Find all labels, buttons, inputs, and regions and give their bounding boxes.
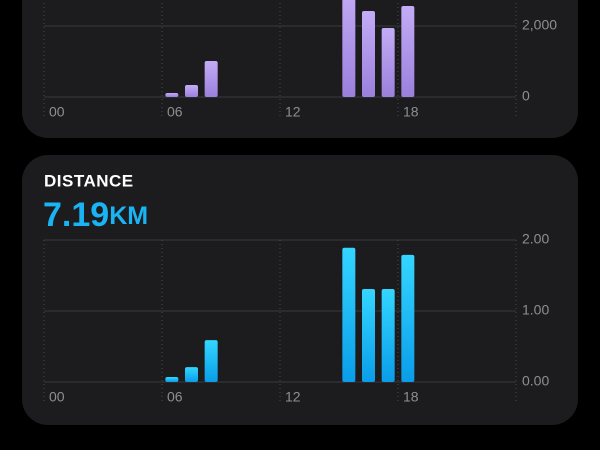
x-tick-label: 06 [167, 104, 183, 120]
summary-value: 7.19 [43, 196, 109, 234]
bar [185, 85, 198, 97]
bar [362, 10, 375, 98]
bar [185, 367, 198, 382]
bar [204, 340, 218, 382]
x-tick-label: 12 [285, 104, 301, 120]
bar [204, 61, 218, 97]
bar [362, 288, 375, 382]
card-title: DISTANCE [44, 171, 134, 190]
x-tick-label: 00 [49, 389, 65, 405]
bar [165, 92, 179, 97]
y-tick-label: 1.00 [522, 302, 549, 318]
bar [401, 6, 415, 98]
steps-card [22, 0, 578, 138]
y-tick-label: 0 [522, 88, 530, 104]
x-tick-label: 00 [49, 104, 65, 120]
bar [342, 247, 356, 382]
bar [381, 288, 395, 382]
bar [381, 27, 395, 98]
x-tick-label: 12 [285, 389, 301, 405]
x-tick-label: 18 [403, 104, 419, 120]
y-tick-label: 2.00 [522, 231, 549, 247]
summary-unit: KM [109, 202, 148, 230]
bar [165, 377, 179, 382]
y-tick-label: 0.00 [522, 373, 549, 389]
distance-card [22, 155, 578, 425]
y-tick-label: 2,000 [522, 17, 557, 33]
bar [401, 254, 415, 382]
summary: 7.19KM [43, 196, 148, 234]
x-tick-label: 18 [403, 389, 419, 405]
bar [342, 0, 356, 97]
x-tick-label: 06 [167, 389, 183, 405]
